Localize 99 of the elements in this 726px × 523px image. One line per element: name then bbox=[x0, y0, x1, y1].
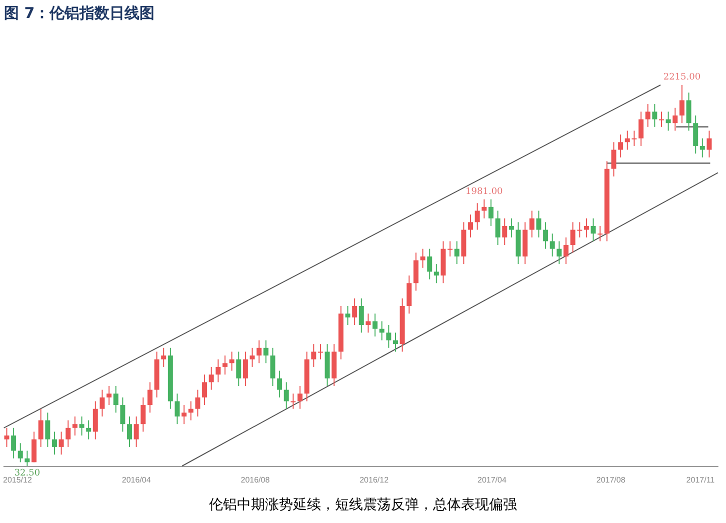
candlestick bbox=[427, 248, 432, 280]
candlestick bbox=[584, 218, 589, 238]
chart-title: 图 7：伦铝指数日线图 bbox=[4, 4, 155, 23]
candlestick bbox=[4, 427, 10, 448]
candlestick bbox=[182, 404, 187, 425]
x-tick-label: 2017/08 bbox=[596, 476, 626, 484]
candlestick bbox=[18, 442, 23, 463]
candlestick bbox=[420, 248, 426, 268]
candlestick bbox=[58, 431, 64, 456]
candlestick bbox=[448, 240, 453, 257]
candlestick bbox=[550, 233, 555, 257]
candlestick bbox=[270, 347, 276, 386]
candlestick bbox=[222, 355, 228, 376]
candlestick bbox=[147, 382, 152, 414]
candlestick bbox=[474, 202, 480, 230]
candlestick bbox=[413, 252, 418, 292]
x-tick-label: 2016/08 bbox=[240, 476, 270, 484]
candlestick bbox=[693, 114, 698, 154]
candlestick bbox=[679, 84, 684, 124]
x-tick-label: 2017/11 bbox=[686, 476, 716, 484]
annotation: 1981.00 bbox=[466, 186, 504, 197]
candlestick bbox=[11, 427, 16, 459]
candlestick bbox=[468, 214, 474, 238]
candlestick bbox=[208, 366, 214, 390]
candlestick bbox=[284, 382, 289, 410]
candlestick bbox=[72, 416, 78, 436]
candlestick bbox=[290, 393, 296, 410]
candlestick bbox=[358, 298, 364, 334]
candlestick bbox=[32, 431, 37, 463]
candlestick bbox=[495, 210, 500, 246]
candlestick bbox=[372, 313, 378, 337]
candlestick bbox=[45, 412, 50, 448]
candlestick bbox=[386, 324, 392, 348]
candlestick bbox=[250, 347, 255, 368]
candlestick bbox=[298, 385, 303, 410]
candlestick bbox=[174, 393, 180, 425]
candlestick bbox=[706, 130, 712, 158]
candlestick bbox=[92, 400, 98, 440]
candlestick bbox=[113, 385, 118, 414]
candlestick bbox=[564, 236, 569, 265]
candlestick bbox=[38, 408, 44, 448]
candlestick bbox=[672, 107, 678, 132]
candlestick bbox=[188, 400, 194, 421]
candlestick bbox=[598, 225, 603, 242]
candlestick bbox=[645, 104, 650, 128]
candlestick bbox=[502, 218, 508, 246]
candlestick bbox=[556, 240, 562, 265]
candlestick bbox=[311, 344, 316, 368]
candlestick bbox=[638, 111, 644, 146]
candlestick bbox=[52, 431, 57, 456]
candlestick bbox=[434, 264, 439, 284]
candlestick bbox=[406, 275, 412, 314]
candlestick bbox=[482, 198, 487, 219]
candlestick bbox=[242, 351, 248, 386]
candlestick bbox=[536, 210, 542, 238]
candlestick bbox=[666, 111, 671, 132]
candlestick bbox=[195, 389, 200, 417]
candlestick bbox=[352, 298, 358, 326]
candlestick bbox=[611, 142, 616, 177]
candlestick bbox=[277, 370, 282, 398]
candlestick bbox=[700, 138, 705, 158]
candlestick bbox=[202, 374, 208, 406]
candlestick bbox=[318, 344, 323, 360]
text: 伦铝中期涨势延续，短线震荡反弹，总体表现偏强 bbox=[208, 496, 518, 514]
candlestick bbox=[86, 420, 92, 440]
candlestick bbox=[529, 210, 534, 238]
candlestick bbox=[393, 332, 398, 352]
candlestick bbox=[120, 396, 126, 432]
x-tick-label: 2017/04 bbox=[477, 476, 507, 484]
candlestick bbox=[590, 218, 596, 242]
annotation: 2215.00 bbox=[663, 72, 701, 82]
candlestick bbox=[508, 218, 514, 238]
x-tick-label: 2016/12 bbox=[360, 476, 390, 484]
candlestick bbox=[66, 420, 71, 448]
candlestick bbox=[543, 222, 548, 250]
candlestick bbox=[366, 313, 371, 334]
candlestick bbox=[658, 111, 664, 128]
candlestick bbox=[24, 450, 30, 466]
candlestick bbox=[229, 351, 234, 372]
candlestick bbox=[345, 305, 350, 326]
candlestick bbox=[106, 385, 112, 406]
candlestick bbox=[379, 320, 384, 341]
candlestick bbox=[236, 351, 242, 386]
candlestick bbox=[100, 389, 105, 417]
candlestick bbox=[134, 416, 139, 448]
candlestick bbox=[652, 104, 658, 128]
x-tick-label: 2015/12 bbox=[3, 476, 32, 484]
candlestick bbox=[140, 396, 146, 432]
x-tick-label: 2016/04 bbox=[122, 476, 152, 484]
candlestick bbox=[216, 358, 221, 383]
candlestick bbox=[127, 416, 132, 448]
candlestick bbox=[454, 240, 460, 265]
candlestick bbox=[256, 340, 262, 364]
candlestick bbox=[488, 198, 494, 226]
candlestick bbox=[618, 134, 624, 158]
candlestick bbox=[79, 416, 84, 436]
candlestick bbox=[161, 347, 166, 368]
candlestick bbox=[686, 92, 692, 132]
candlestick bbox=[263, 340, 268, 364]
